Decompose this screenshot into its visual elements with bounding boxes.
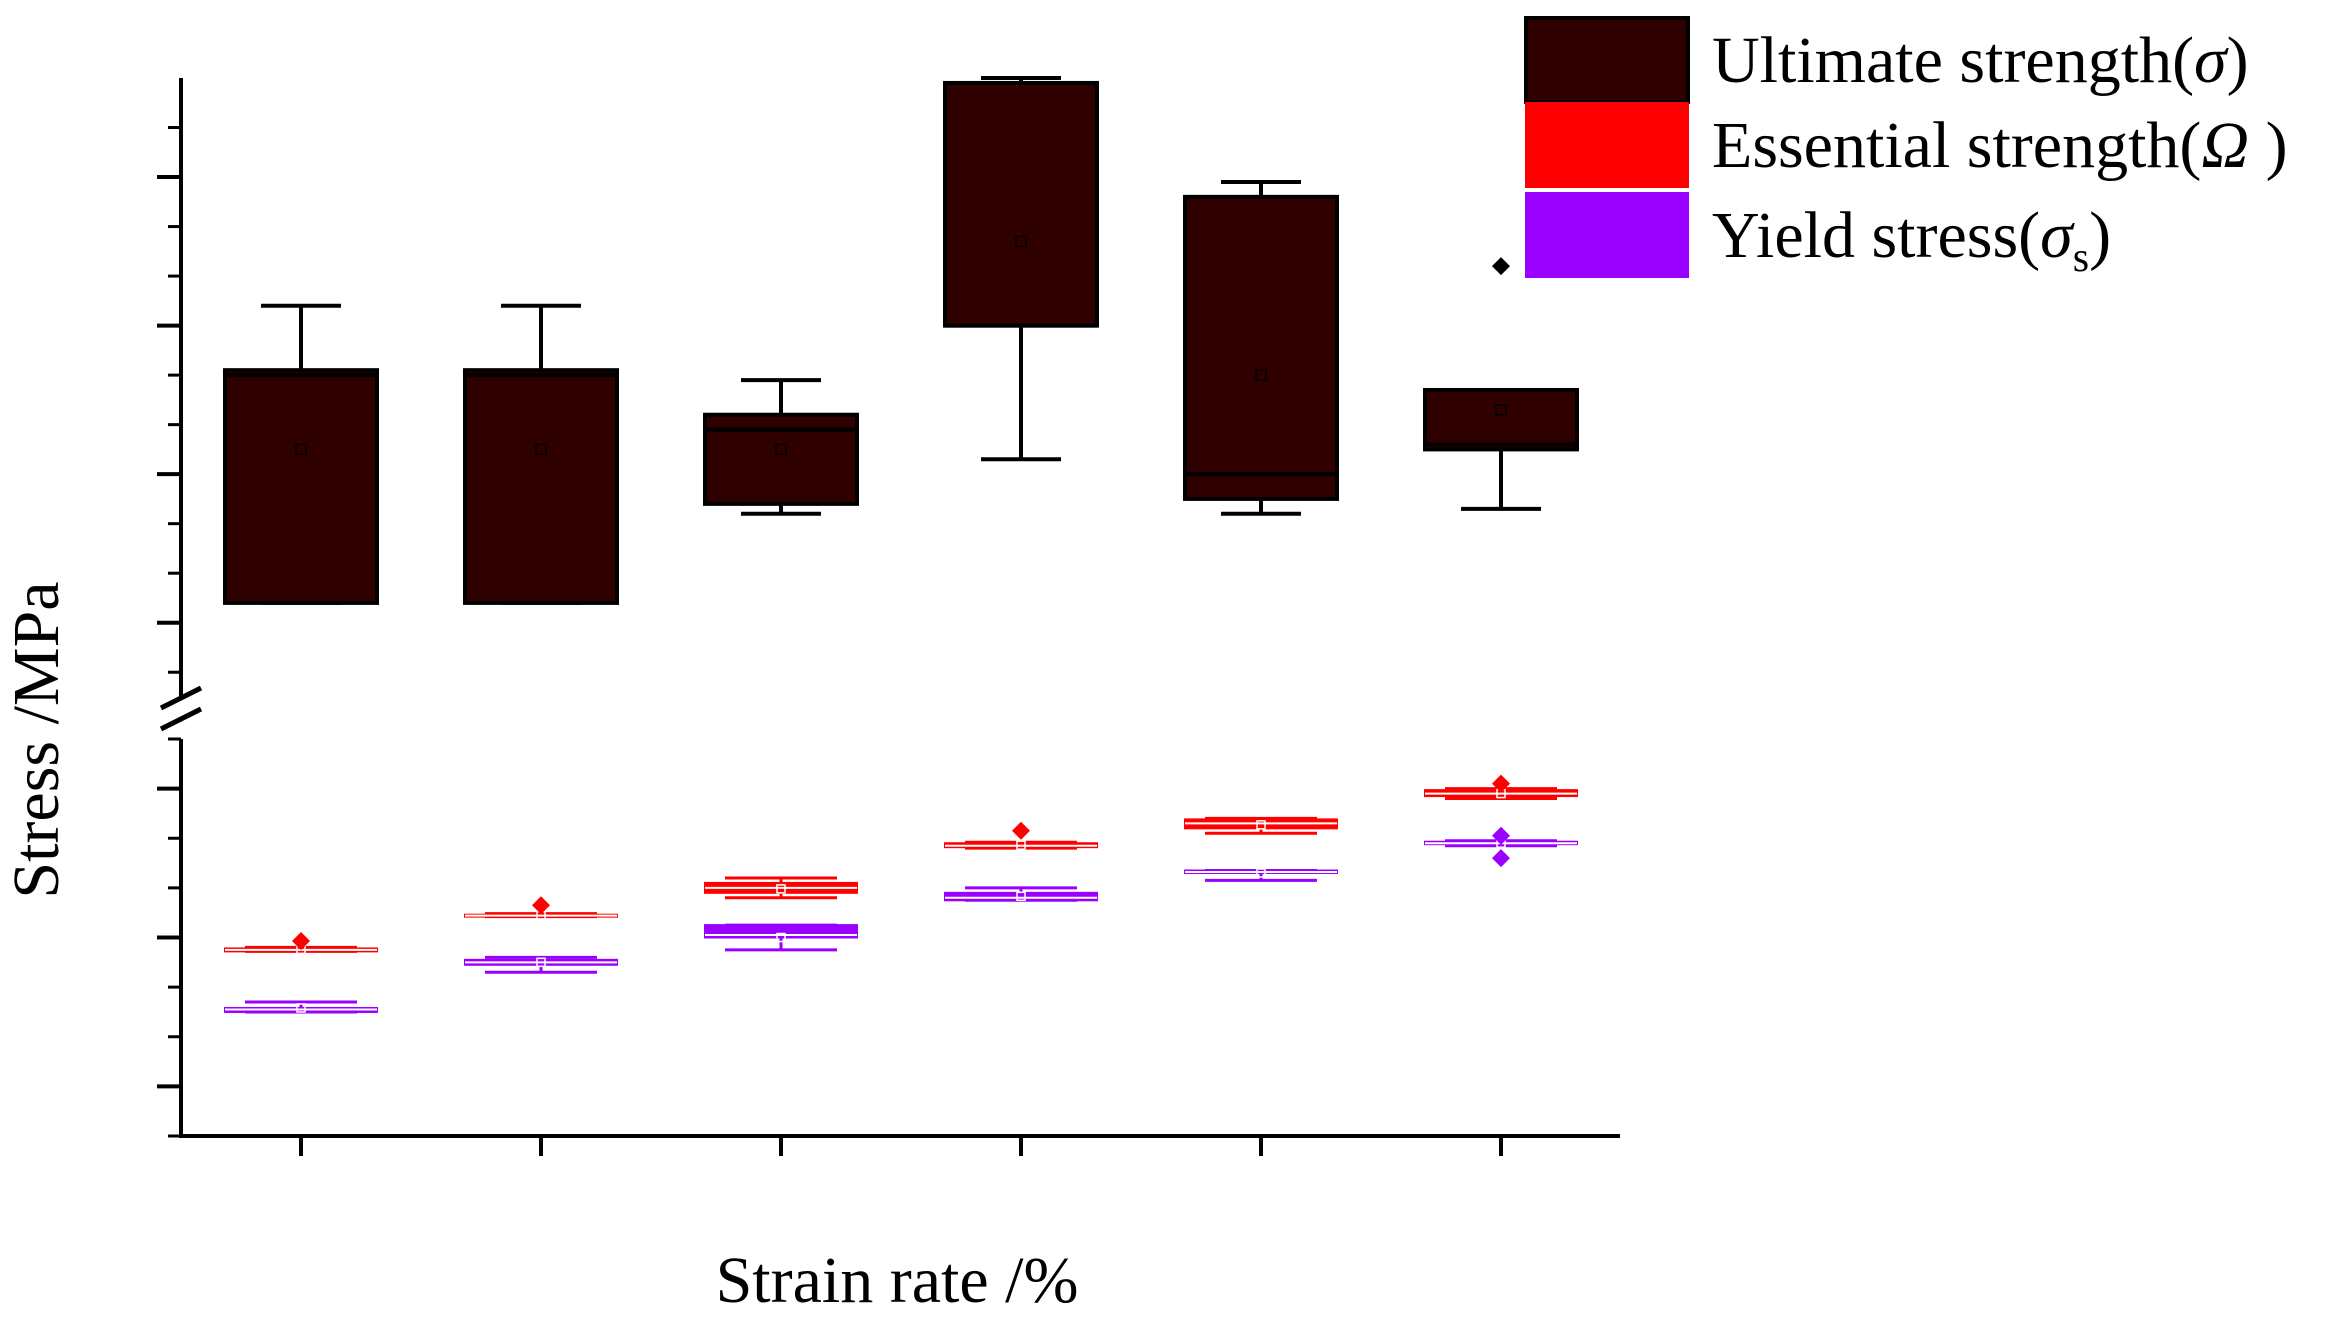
mean-marker <box>776 884 786 894</box>
box <box>223 368 379 605</box>
legend-swatch <box>1524 16 1690 104</box>
mean-marker <box>536 957 546 968</box>
outlier-point <box>532 896 550 915</box>
outlier-point <box>1492 826 1510 845</box>
outlier-point <box>292 931 310 950</box>
mean-marker <box>1016 891 1026 902</box>
outlier-point <box>1492 774 1510 793</box>
legend-label-suffix: ) <box>2249 109 2287 182</box>
y-axis-title: Stress /MPa <box>0 581 73 898</box>
legend-label-prefix: Essential strength( <box>1712 109 2201 182</box>
box <box>1183 194 1339 501</box>
mean-marker <box>295 443 307 456</box>
box <box>463 368 619 605</box>
mean-marker <box>1495 404 1507 416</box>
mean-marker <box>1015 235 1027 248</box>
plot-area <box>223 76 1579 1014</box>
legend-label: Essential strength(Ω ) <box>1712 109 2288 182</box>
mean-marker <box>535 443 547 456</box>
legend-swatch <box>1525 192 1689 278</box>
legend-label-suffix: ) <box>2089 199 2111 272</box>
box <box>943 80 1099 328</box>
axis-break-mark <box>159 706 203 732</box>
outlier-point <box>1492 849 1510 868</box>
legend-label-prefix: Ultimate strength( <box>1712 24 2194 97</box>
box <box>944 891 1098 902</box>
legend-label: Yield stress(σs) <box>1712 199 2111 281</box>
axis-break-mark <box>159 685 203 711</box>
x-axis-title: Strain rate /% <box>716 1244 1079 1317</box>
legend-label: Ultimate strength(σ) <box>1712 24 2249 97</box>
legend-label-suffix: ) <box>2227 24 2249 97</box>
mean-marker <box>1016 840 1026 850</box>
mean-marker <box>776 932 786 943</box>
mean-marker <box>1255 369 1267 381</box>
legend-label-prefix: Yield stress( <box>1712 199 2040 272</box>
mean-marker <box>775 443 787 456</box>
outlier-point <box>1492 257 1510 276</box>
mean-marker <box>1256 868 1266 878</box>
legend-label-symbol: Ω <box>2201 109 2249 182</box>
legend: Ultimate strength(σ)Essential strength(Ω… <box>1524 16 2288 281</box>
legend-label-symbol: σ <box>2040 199 2075 272</box>
axes <box>157 78 1620 1156</box>
legend-swatch <box>1525 102 1689 188</box>
legend-label-sub: s <box>2073 235 2089 281</box>
outlier-point <box>1012 821 1030 840</box>
mean-marker <box>296 1003 306 1013</box>
box <box>1423 387 1579 452</box>
mean-marker <box>1256 820 1266 830</box>
legend-label-symbol: σ <box>2194 24 2229 97</box>
